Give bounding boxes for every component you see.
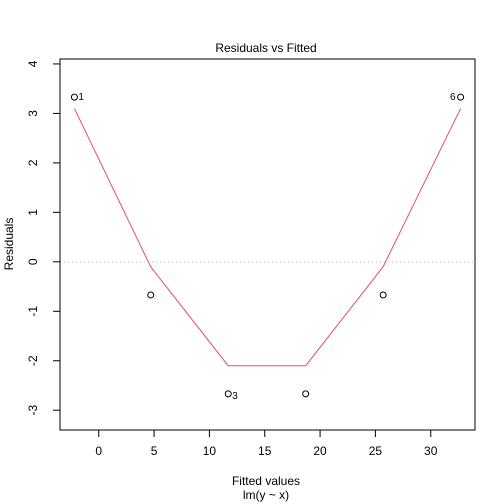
data-point [302,390,310,398]
x-axis-label: Fitted values [232,474,300,488]
y-tick-label: -1 [26,306,40,317]
x-tick-label: 20 [313,444,327,458]
x-tick-label: 30 [424,444,438,458]
data-point [147,291,155,299]
x-tick-label: 10 [203,444,217,458]
y-axis-label: Residuals [2,218,16,271]
plot-frame [59,58,476,431]
point-label: 6 [450,92,456,103]
x-tick-label: 25 [369,444,383,458]
y-tick-label: -3 [26,405,40,416]
y-tick-label: 1 [26,209,40,216]
y-tick-label: 2 [26,159,40,166]
point-label: 1 [78,92,84,103]
data-point [70,93,78,101]
smooth-line [73,108,462,367]
data-point [224,390,232,398]
data-point [379,291,387,299]
chart-title: Residuals vs Fitted [215,41,316,55]
y-tick-label: 3 [26,110,40,117]
y-tick-label: 0 [26,258,40,265]
data-point [457,93,465,101]
y-tick-label: -2 [26,355,40,366]
y-tick-label: 4 [26,60,40,67]
x-tick-label: 5 [151,444,158,458]
x-axis-sublabel: lm(y ~ x) [243,488,289,502]
x-tick-label: 15 [258,444,272,458]
x-tick-label: 0 [95,444,102,458]
point-label: 3 [232,391,238,402]
